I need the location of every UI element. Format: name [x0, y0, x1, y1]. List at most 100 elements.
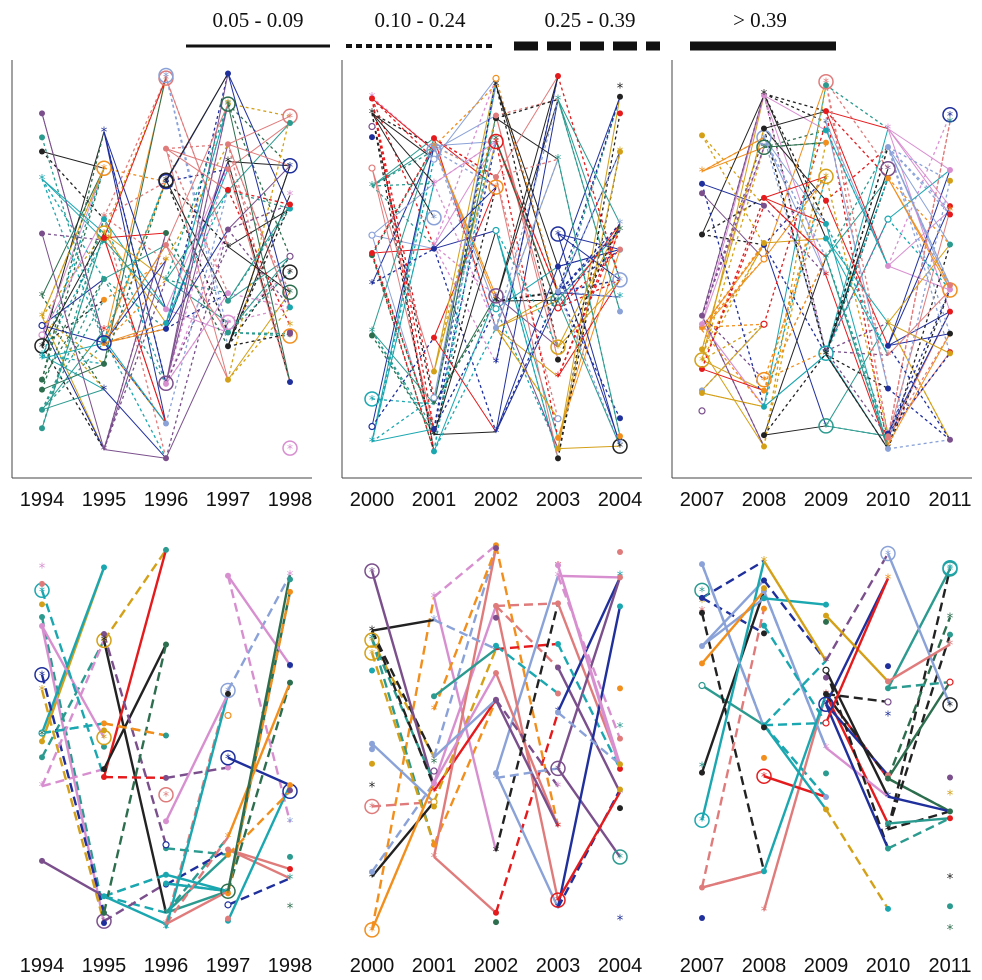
node-star-icon: *: [287, 320, 294, 335]
node-ring: [220, 749, 236, 766]
node-dot: [617, 685, 623, 692]
edge: [165, 161, 229, 384]
x-tick-label: 2003: [536, 955, 581, 977]
node-dot: [163, 455, 169, 462]
edge: [495, 75, 559, 363]
edge: [227, 161, 291, 167]
node-dot: [555, 640, 561, 647]
node-dot: [163, 880, 169, 887]
node-dot: [225, 376, 231, 383]
node-dot: [369, 667, 375, 674]
edge: [825, 238, 889, 324]
node-dot: [101, 216, 107, 223]
edge: [41, 167, 105, 317]
node-dot: [823, 612, 829, 619]
edge: [371, 330, 435, 436]
edge: [41, 325, 105, 344]
node-star-icon: *: [369, 436, 376, 451]
edge: [763, 137, 827, 258]
edge: [371, 167, 435, 372]
edge: [41, 325, 105, 450]
edge: [103, 339, 167, 424]
node-dot: [947, 203, 953, 210]
node-star-icon: *: [431, 704, 438, 719]
node-dot: [287, 119, 293, 126]
edge: [763, 128, 827, 201]
node-dot: [431, 245, 437, 252]
edge: [433, 300, 497, 405]
edge: [763, 597, 827, 606]
node-dot: [493, 112, 499, 119]
edge: [103, 278, 167, 330]
edge: [762, 693, 828, 872]
edge: [371, 98, 435, 160]
edge: [165, 246, 229, 384]
edge: [165, 103, 229, 384]
node-ring: [942, 107, 958, 123]
node-star-icon: *: [369, 871, 376, 886]
edge: [763, 175, 827, 199]
node-dot: [947, 308, 953, 315]
node-dot: [761, 595, 767, 602]
node-dot: [823, 82, 829, 89]
edge: [227, 229, 291, 308]
x-tick-label: 2004: [598, 955, 643, 977]
edge: [825, 122, 889, 389]
edge: [165, 168, 229, 324]
edge: [433, 618, 497, 651]
node-star-icon: *: [493, 134, 500, 149]
node-dot: [823, 674, 829, 681]
node-dot: [761, 605, 767, 612]
edge: [887, 244, 951, 324]
edge: [763, 257, 827, 436]
node-dot: [431, 448, 437, 455]
edge: [41, 168, 105, 297]
edge: [557, 279, 621, 377]
node-open: [430, 155, 438, 163]
edge: [165, 848, 229, 886]
node-star-icon: *: [493, 772, 500, 787]
edge: [887, 289, 951, 356]
edge: [763, 93, 827, 239]
edge: [226, 591, 292, 894]
node-dot: [431, 142, 437, 149]
edge: [495, 699, 559, 788]
edge: [495, 299, 559, 329]
node-dot: [225, 343, 231, 350]
edge: [701, 95, 765, 235]
edge: [433, 186, 497, 338]
edge: [165, 103, 229, 246]
edge: [433, 648, 497, 698]
edge: [433, 699, 497, 792]
node-star-icon: *: [287, 816, 294, 831]
node-dot: [287, 787, 293, 794]
node-star-icon: *: [885, 710, 892, 725]
node-star-icon: *: [163, 254, 170, 269]
edge: [433, 431, 497, 436]
node-star-icon: *: [287, 266, 293, 280]
edge: [887, 146, 951, 245]
edge: [41, 232, 105, 429]
node-dot: [823, 806, 829, 813]
node-ring: [158, 67, 174, 84]
edge: [825, 177, 889, 258]
x-tick-label: 2008: [742, 489, 787, 511]
edge: [371, 398, 435, 405]
node-open: [760, 255, 768, 263]
edge: [227, 143, 291, 308]
node-dot: [101, 893, 107, 900]
edge: [494, 544, 560, 827]
edge: [763, 137, 827, 352]
node-ring: [96, 160, 112, 176]
edge: [557, 233, 621, 250]
edge: [371, 330, 435, 430]
node-dot: [617, 761, 623, 768]
edge: [701, 329, 765, 408]
edge: [102, 633, 168, 846]
node-ring: [818, 168, 834, 185]
x-tick-label: 2001: [412, 955, 457, 977]
edge: [433, 308, 497, 430]
edge: [41, 767, 105, 788]
edge: [226, 682, 292, 892]
